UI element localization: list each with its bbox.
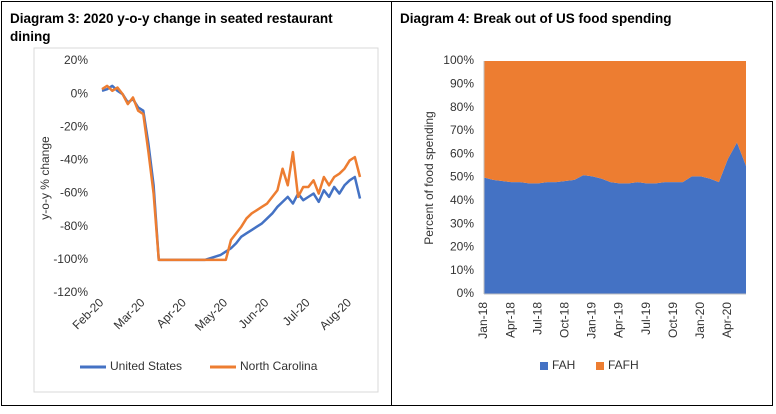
- y-tick-label: 10%: [450, 263, 474, 277]
- legend-swatch: [540, 362, 548, 370]
- chart-frame: [33, 47, 379, 393]
- chart-title: Diagram 3: 2020 y-o-y change in seated r…: [10, 11, 333, 44]
- x-tick-label: Aug-20: [317, 295, 354, 332]
- y-tick-label: 80%: [450, 100, 474, 114]
- x-tick-label: Jan-18: [476, 302, 490, 339]
- y-tick-label: 100%: [443, 53, 474, 67]
- x-tick-label: Jul-19: [639, 302, 653, 335]
- y-tick-label: 30%: [450, 216, 474, 230]
- y-tick-label: 90%: [450, 76, 474, 90]
- x-tick-label: Apr-20: [720, 302, 734, 338]
- legend-label: FAH: [552, 358, 575, 372]
- x-tick-label: Jan-19: [585, 302, 599, 339]
- series-area: [484, 142, 746, 294]
- y-axis-label: Percent of food spending: [422, 111, 436, 244]
- x-tick-label: Apr-20: [154, 295, 190, 331]
- x-tick-label: Oct-19: [666, 302, 680, 338]
- y-tick-label: 0%: [71, 86, 89, 100]
- y-tick-label: -120%: [53, 285, 88, 299]
- chart-title: Diagram 4: Break out of US food spending: [400, 11, 672, 26]
- y-tick-label: 20%: [64, 53, 88, 67]
- y-tick-label: 20%: [450, 240, 474, 254]
- x-tick-label: Oct-18: [557, 302, 571, 338]
- y-tick-label: -100%: [53, 252, 88, 266]
- y-tick-label: -60%: [60, 186, 88, 200]
- y-tick-label: -40%: [60, 153, 88, 167]
- y-tick-label: -20%: [60, 119, 88, 133]
- legend-label: United States: [110, 359, 182, 373]
- y-tick-label: 40%: [450, 193, 474, 207]
- x-tick-label: Jul-18: [530, 302, 544, 335]
- x-tick-label: May-20: [192, 295, 230, 333]
- x-tick-label: Jan-20: [693, 302, 707, 339]
- legend-label: North Carolina: [240, 359, 318, 373]
- x-tick-label: Apr-19: [612, 302, 626, 338]
- y-tick-label: 70%: [450, 123, 474, 137]
- panel-right: Diagram 4: Break out of US food spending: [391, 1, 773, 406]
- legend-label: FAFH: [608, 358, 639, 372]
- y-tick-label: 60%: [450, 146, 474, 160]
- y-tick-label: 0%: [457, 286, 475, 300]
- series-line: [101, 84, 362, 262]
- series-area: [484, 61, 746, 184]
- y-tick-label: -80%: [60, 219, 88, 233]
- x-tick-label: Mar-20: [111, 295, 148, 332]
- y-axis-label: y-o-y % change: [38, 136, 52, 220]
- y-tick-label: 50%: [450, 170, 474, 184]
- x-tick-label: Feb-20: [70, 295, 107, 332]
- x-tick-label: Apr-18: [503, 302, 517, 338]
- legend-swatch: [596, 362, 604, 370]
- x-tick-label: Jun-20: [236, 295, 272, 331]
- x-tick-label: Jul-20: [280, 295, 313, 328]
